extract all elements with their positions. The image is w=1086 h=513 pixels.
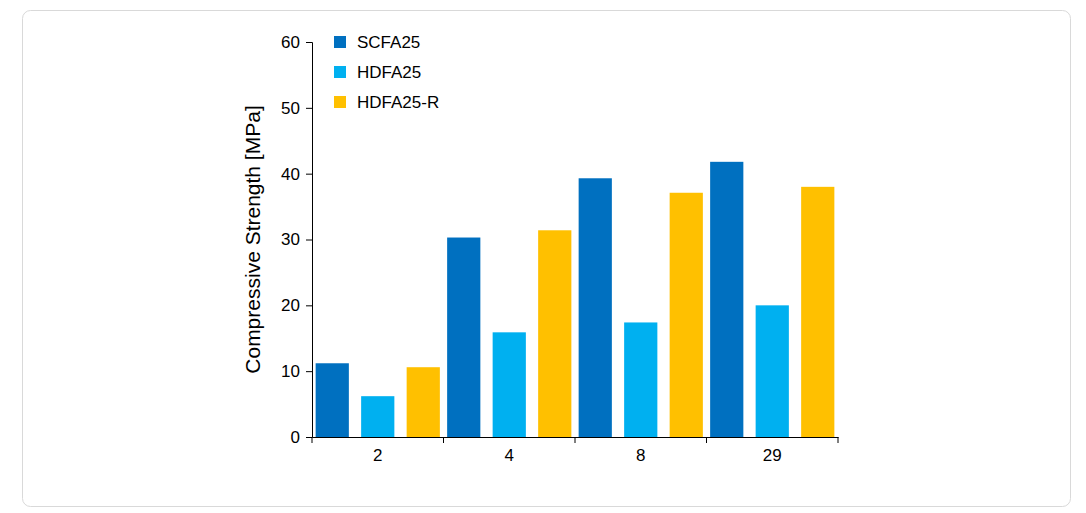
- bar: [447, 238, 480, 437]
- bar: [538, 230, 571, 437]
- y-tick: 50: [281, 99, 312, 118]
- chart-border: [23, 11, 1071, 507]
- y-tick-mark: [306, 108, 312, 109]
- category-divider: [575, 437, 576, 443]
- x-tick: 2: [373, 437, 382, 465]
- x-tick: 29: [763, 437, 782, 465]
- bar: [710, 162, 743, 437]
- y-axis-line: [306, 43, 313, 438]
- bar: [801, 187, 834, 437]
- y-tick: 30: [281, 230, 312, 249]
- category-divider: [312, 437, 313, 443]
- bar: [493, 332, 526, 437]
- y-tick-label: 60: [281, 33, 300, 52]
- legend-item: HDFA25-R: [334, 93, 439, 112]
- legend-swatch: [334, 66, 346, 78]
- y-axis-title: Compressive Strength [MPa]: [241, 105, 264, 373]
- legend-item: SCFA25: [334, 33, 420, 52]
- y-axis: 0 10 20 30 40 50 60: [281, 33, 312, 447]
- bar: [670, 193, 703, 437]
- bar: [316, 363, 349, 437]
- y-tick-mark: [306, 240, 312, 241]
- bar: [407, 367, 440, 437]
- bar: [579, 178, 612, 437]
- x-tick-label: 29: [763, 446, 782, 465]
- y-tick-mark: [306, 305, 312, 306]
- x-axis: 2 4 8 29: [312, 437, 839, 465]
- legend-label: HDFA25: [357, 63, 421, 82]
- y-tick: 20: [281, 296, 312, 315]
- y-tick: 60: [281, 33, 312, 52]
- legend-label: HDFA25-R: [357, 93, 439, 112]
- y-tick-mark: [306, 437, 312, 438]
- chart: 0 10 20 30 40 50 60 2 4 8 29 SCFA25 HDFA25 HDFA25-R Co…: [0, 0, 1086, 513]
- y-tick-mark: [306, 371, 312, 372]
- y-tick-label: 10: [281, 362, 300, 381]
- legend-item: HDFA25: [334, 63, 421, 82]
- x-tick-label: 8: [636, 446, 645, 465]
- legend: SCFA25 HDFA25 HDFA25-R: [334, 33, 439, 112]
- category-divider: [838, 437, 839, 443]
- x-tick-label: 2: [373, 446, 382, 465]
- legend-swatch: [334, 96, 346, 108]
- y-tick: 40: [281, 165, 312, 184]
- x-tick: 4: [505, 437, 514, 465]
- y-tick-mark: [306, 174, 312, 175]
- y-tick-label: 20: [281, 296, 300, 315]
- y-tick-label: 50: [281, 99, 300, 118]
- bars: [316, 162, 835, 437]
- y-tick-label: 0: [291, 428, 300, 447]
- plot: 0 10 20 30 40 50 60 2 4 8 29 SCFA25 HDFA25 HDFA25-R: [281, 33, 838, 465]
- bar-series: [361, 305, 789, 437]
- bar-series: [316, 162, 744, 437]
- y-tick-label: 40: [281, 165, 300, 184]
- bar: [361, 396, 394, 437]
- y-tick: 10: [281, 362, 312, 381]
- y-tick-mark: [306, 42, 312, 43]
- x-tick: 8: [636, 437, 645, 465]
- x-tick-label: 4: [505, 446, 514, 465]
- bar: [756, 305, 789, 437]
- category-divider: [443, 437, 444, 443]
- legend-swatch: [334, 36, 346, 48]
- bar-series: [407, 187, 835, 437]
- legend-label: SCFA25: [357, 33, 420, 52]
- y-tick-label: 30: [281, 230, 300, 249]
- category-divider: [706, 437, 707, 443]
- y-tick: 0: [291, 428, 312, 447]
- bar: [624, 322, 657, 437]
